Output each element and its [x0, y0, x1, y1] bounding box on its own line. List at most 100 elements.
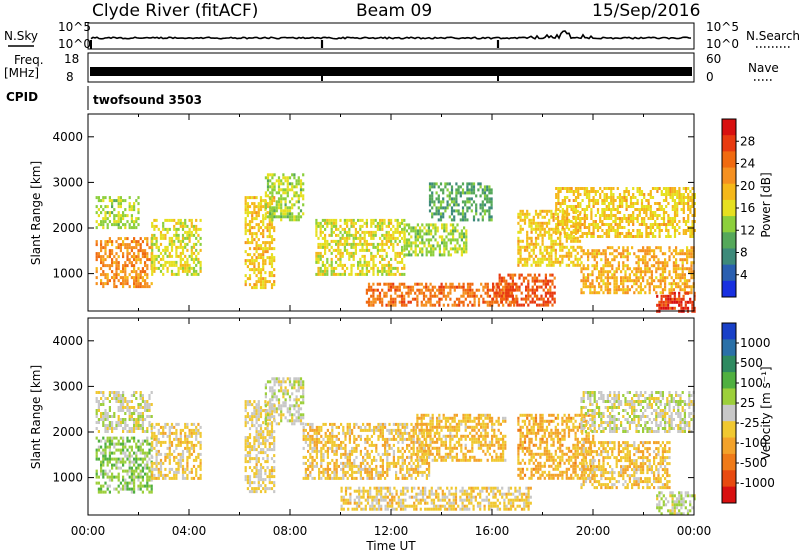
- heatmap-cell: [592, 229, 595, 232]
- heatmap-cell: [255, 490, 258, 494]
- heatmap-cell: [567, 227, 571, 231]
- heatmap-cell: [679, 249, 682, 253]
- heatmap-cell: [357, 218, 360, 222]
- heatmap-cell: [506, 297, 509, 301]
- heatmap-cell: [690, 276, 693, 280]
- heatmap-cell: [115, 214, 118, 218]
- heatmap-cell: [170, 476, 174, 480]
- heatmap-cell: [646, 264, 649, 268]
- heatmap-cell: [266, 247, 269, 251]
- heatmap-cell: [463, 241, 466, 245]
- heatmap-cell: [581, 223, 584, 226]
- heatmap-cell: [667, 190, 670, 193]
- heatmap-cell: [151, 455, 154, 459]
- heatmap-cell: [97, 430, 100, 433]
- heatmap-cell: [108, 457, 111, 461]
- heatmap-cell: [273, 448, 276, 452]
- heatmap-cell: [437, 206, 440, 210]
- heatmap-cell: [144, 249, 147, 253]
- heatmap-cell: [455, 285, 459, 289]
- heatmap-cell: [479, 185, 482, 189]
- heatmap-cell: [468, 188, 471, 192]
- heatmap-cell: [108, 264, 111, 268]
- heatmap-cell: [255, 250, 258, 254]
- heatmap-cell: [623, 196, 626, 199]
- heatmap-cell: [676, 193, 679, 196]
- heatmap-cell: [690, 288, 693, 292]
- heatmap-cell: [605, 208, 608, 211]
- heatmap-cell: [401, 266, 404, 270]
- heatmap-cell: [273, 247, 276, 251]
- heatmap-cell: [372, 282, 375, 286]
- heatmap-cell: [525, 288, 528, 292]
- heatmap-cell: [257, 430, 260, 434]
- heatmap-cell: [661, 252, 664, 256]
- heatmap-cell: [255, 283, 258, 287]
- heatmap-cell: [111, 451, 114, 455]
- heatmap-cell: [117, 205, 120, 209]
- heatmap-cell: [679, 279, 682, 283]
- heatmap-cell: [509, 276, 512, 280]
- heatmap-cell: [135, 285, 138, 289]
- heatmap-cell: [100, 279, 103, 283]
- heatmap-cell: [177, 221, 180, 225]
- heatmap-cell: [153, 260, 156, 264]
- heatmap-cell: [526, 209, 529, 213]
- heatmap-cell: [141, 252, 144, 256]
- heatmap-cell: [259, 220, 263, 224]
- heatmap-cell: [672, 249, 675, 253]
- heatmap-cell: [255, 280, 258, 284]
- heatmap-cell: [488, 215, 491, 219]
- heatmap-cell: [521, 212, 524, 216]
- heatmap-cell: [582, 285, 585, 289]
- heatmap-cell: [464, 288, 467, 292]
- heatmap-cell: [403, 247, 406, 251]
- heatmap-cell: [337, 248, 340, 252]
- heatmap-cell: [616, 208, 619, 211]
- heatmap-cell: [547, 300, 550, 304]
- heatmap-cell: [151, 434, 154, 438]
- heatmap-cell: [199, 458, 202, 462]
- heatmap-cell: [473, 300, 476, 304]
- heatmap-cell: [678, 196, 681, 199]
- heatmap-cell: [442, 303, 445, 307]
- heatmap-cell: [603, 214, 606, 217]
- heatmap-cell: [539, 257, 542, 261]
- heatmap-cell: [148, 424, 151, 427]
- heatmap-cell: [341, 251, 344, 255]
- heatmap-cell: [104, 490, 107, 494]
- heatmap-cell: [146, 460, 149, 464]
- heatmap-cell: [146, 487, 149, 491]
- heatmap-cell: [629, 232, 633, 235]
- heatmap-cell: [590, 187, 593, 190]
- heatmap-cell: [421, 241, 424, 245]
- heatmap-cell: [574, 239, 577, 243]
- heatmap-cell: [264, 469, 267, 473]
- heatmap-cell: [492, 288, 495, 292]
- heatmap-cell: [520, 291, 523, 295]
- heatmap-cell: [654, 229, 657, 232]
- heatmap-cell: [244, 409, 247, 413]
- heatmap-cell: [359, 263, 362, 267]
- heatmap-cell: [170, 242, 174, 246]
- heatmap-cell: [259, 433, 263, 437]
- heatmap-cell: [273, 410, 276, 414]
- heatmap-cell: [102, 451, 105, 455]
- heatmap-cell: [164, 425, 167, 429]
- heatmap-cell: [104, 258, 107, 262]
- heatmap-cell: [541, 251, 544, 255]
- heatmap-cell: [687, 199, 690, 202]
- heatmap-cell: [288, 218, 292, 222]
- heatmap-cell: [667, 300, 670, 304]
- heatmap-cell: [135, 258, 138, 262]
- heatmap-cell: [130, 418, 133, 421]
- heatmap-cell: [186, 461, 189, 465]
- heatmap-cell: [188, 239, 191, 243]
- heatmap-cell: [108, 211, 111, 215]
- heatmap-cell: [555, 202, 558, 205]
- heatmap-cell: [248, 220, 252, 224]
- heatmap-cell: [436, 241, 439, 245]
- heatmap-cell: [486, 285, 489, 289]
- heatmap-cell: [453, 300, 456, 304]
- heatmap-cell: [421, 223, 424, 227]
